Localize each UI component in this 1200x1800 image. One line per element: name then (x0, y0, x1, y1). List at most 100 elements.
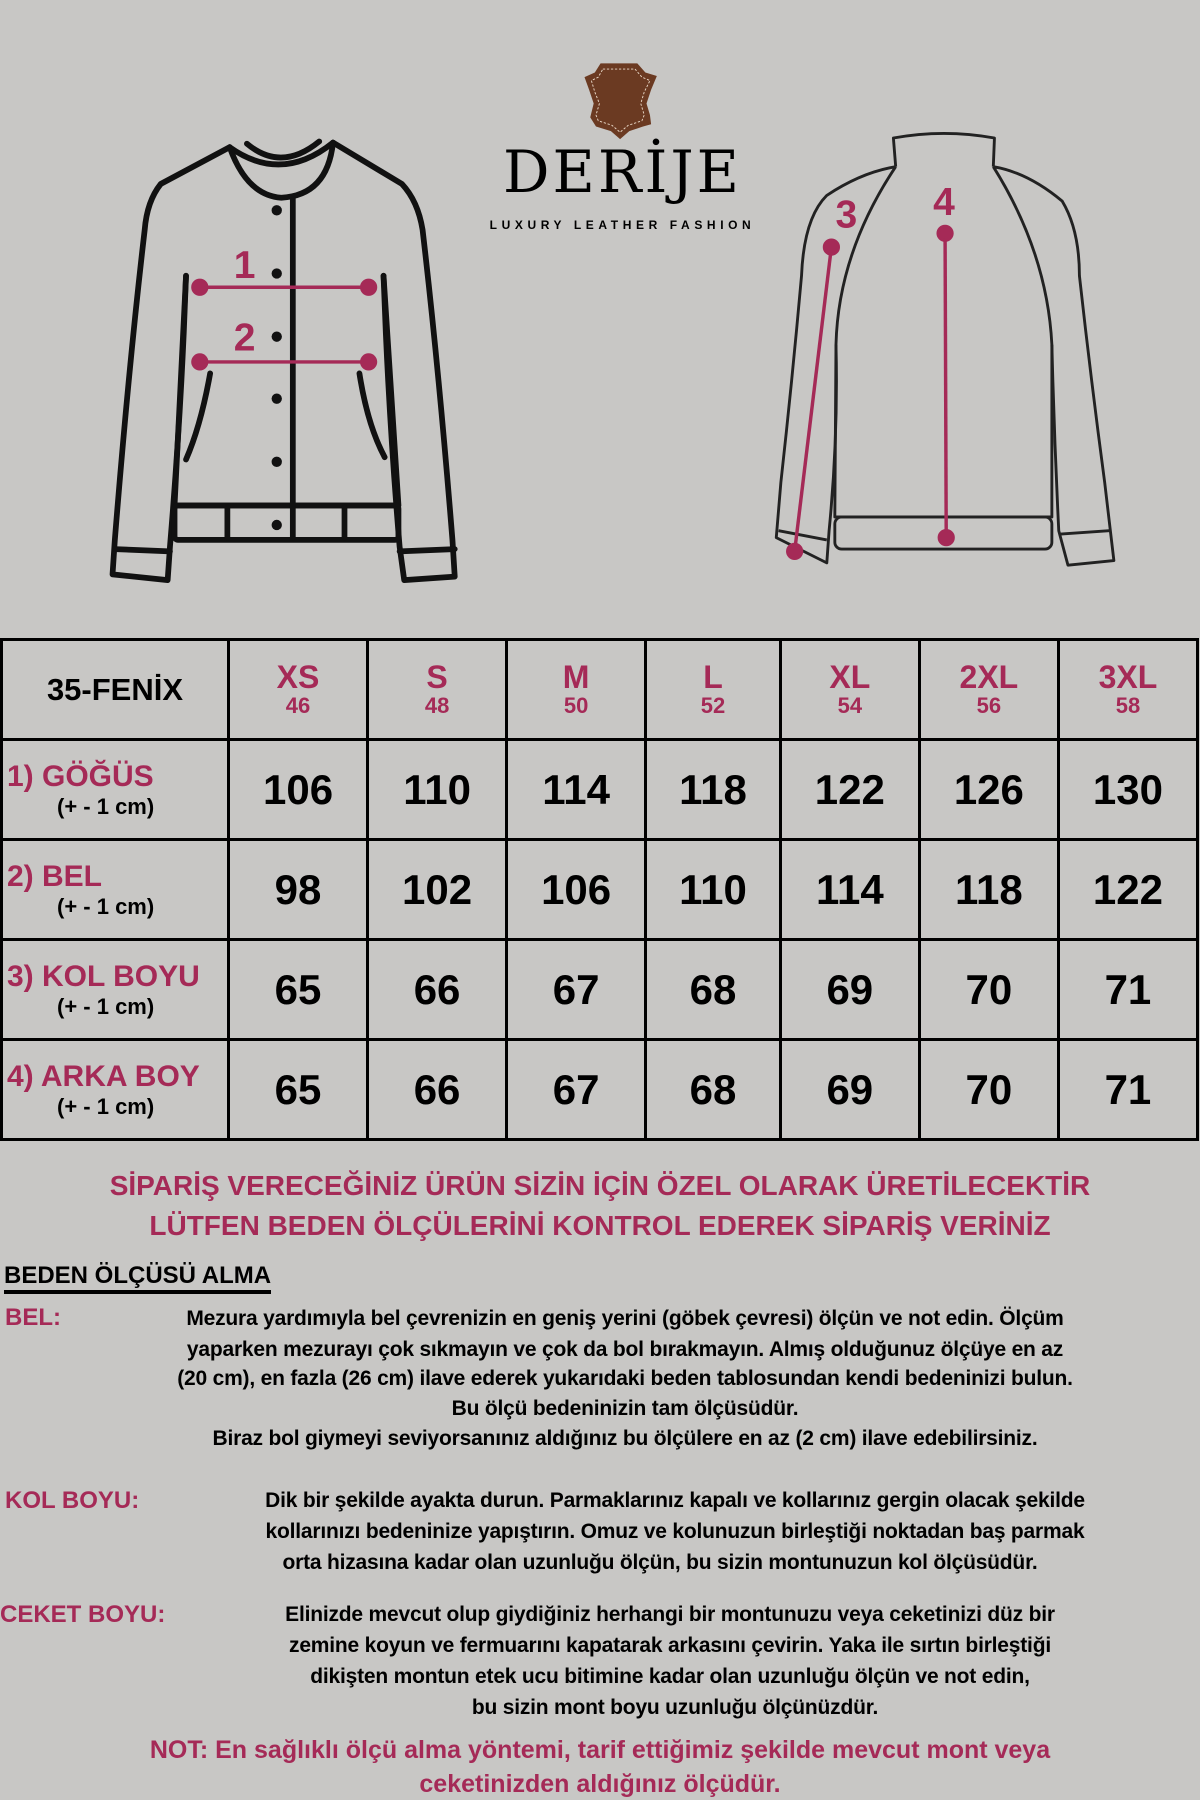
table-cell: 102 (366, 838, 509, 941)
notice-line-2: LÜTFEN BEDEN ÖLÇÜLERİNİ KONTROL EDEREK S… (149, 1210, 1051, 1241)
brand-tagline: LUXURY LEATHER FASHION (489, 218, 756, 232)
table-cell: 106 (505, 838, 648, 941)
bel-label: BEL: (5, 1304, 61, 1331)
table-cell: 69 (778, 938, 921, 1041)
chest-measure-line (191, 278, 378, 296)
ceket-line: dikişten montun etek ucu bitimine kadar … (310, 1665, 1030, 1688)
ceket-boyu-label: CEKET BOYU: (0, 1601, 166, 1628)
table-cell: 106 (226, 738, 370, 841)
row-tolerance: (+ - 1 cm) (57, 993, 155, 1019)
size-label: L (703, 658, 723, 695)
table-cell: 71 (1056, 938, 1200, 1041)
table-cell: 110 (644, 838, 782, 941)
size-label: M (562, 658, 590, 695)
row-tolerance: (+ - 1 cm) (57, 1093, 155, 1119)
bel-line: Bu ölçü bedeninizin tam ölçüsüdür. (451, 1397, 799, 1420)
table-cell: 70 (917, 938, 1060, 1041)
row-label-cell: 4) ARKA BOY (+ - 1 cm) (0, 1038, 230, 1141)
table-cell: 71 (1056, 1038, 1200, 1141)
kol-line: kollarınızı bedeninize yapıştırın. Omuz … (265, 1520, 1085, 1543)
table-cell: 65 (226, 938, 370, 1041)
bel-line: Biraz bol giymeyi seviyorsanınız aldığın… (212, 1427, 1038, 1450)
model-name: 35-FENİX (0, 638, 230, 741)
table-cell: 122 (1056, 838, 1200, 941)
table-cell: 118 (917, 838, 1060, 941)
waist-measure-line (191, 353, 378, 371)
sleeve-measure-line (786, 238, 840, 560)
table-cell: 69 (778, 1038, 921, 1141)
bel-line: Mezura yardımıyla bel çevrenizin en geni… (186, 1307, 1064, 1330)
size-number: 52 (700, 692, 726, 718)
table-cell: 110 (366, 738, 509, 841)
notice-line-1: SİPARİŞ VERECEĞİNİZ ÜRÜN SİZİN İÇİN ÖZEL… (109, 1170, 1091, 1201)
size-number: 50 (563, 692, 589, 718)
size-label: XS (276, 658, 320, 695)
size-header: L 52 (644, 638, 782, 741)
bel-line: (20 cm), en fazla (26 cm) ilave ederek y… (177, 1367, 1073, 1390)
size-header-row: 35-FENİX XS 46 S 48 M 50 L 52 XL 54 2XL 56 3XL… (0, 638, 1200, 741)
size-header: XL 54 (778, 638, 921, 741)
table-cell: 67 (505, 1038, 648, 1141)
size-header: XS 46 (226, 638, 370, 741)
row-label: 3) KOL BOYU (7, 959, 200, 993)
kol-line: Dik bir şekilde ayakta durun. Parmakları… (265, 1489, 1085, 1512)
table-row: 1) GÖĞÜS (+ - 1 cm) 106 110 114 118 122 126 130 (0, 738, 1200, 841)
jacket-diagrams: 1 2 3 4 (109, 63, 1116, 583)
table-cell: 118 (644, 738, 782, 841)
size-label: 3XL (1098, 658, 1158, 695)
size-number: 54 (837, 692, 863, 718)
size-header: S 48 (366, 638, 509, 741)
table-cell: 70 (917, 1038, 1060, 1141)
back-jacket-drawing (774, 131, 1116, 567)
row-tolerance: (+ - 1 cm) (57, 893, 155, 919)
size-table: 35-FENİX XS 46 S 48 M 50 L 52 XL 54 2XL 56 3XL… (0, 638, 1200, 1141)
label-2: 2 (234, 316, 256, 359)
table-cell: 114 (778, 838, 921, 941)
front-jacket-drawing (109, 138, 458, 583)
row-label: 4) ARKA BOY (7, 1059, 200, 1093)
bel-line: yaparken mezurayı çok sıkmayın ve çok da… (186, 1338, 1064, 1361)
table-cell: 130 (1056, 738, 1200, 841)
size-header: M 50 (505, 638, 648, 741)
note-line-1: NOT: En sağlıklı ölçü alma yöntemi, tari… (149, 1736, 1051, 1764)
size-number: 58 (1115, 692, 1141, 718)
table-cell: 122 (778, 738, 921, 841)
table-row: 3) KOL BOYU (+ - 1 cm) 65 66 67 68 69 70 71 (0, 938, 1200, 1041)
label-1: 1 (234, 244, 256, 287)
brand-name: DERİJE (502, 138, 742, 206)
ceket-line: bu sizin mont boyu uzunluğu ölçünüzdür. (471, 1696, 879, 1719)
table-cell: 66 (366, 1038, 509, 1141)
row-label-cell: 3) KOL BOYU (+ - 1 cm) (0, 938, 230, 1041)
size-header: 3XL 58 (1056, 638, 1200, 741)
size-label: S (426, 658, 448, 695)
label-4: 4 (933, 181, 955, 224)
table-row: 2) BEL (+ - 1 cm) 98 102 106 110 114 118 122 (0, 838, 1200, 941)
table-cell: 68 (644, 1038, 782, 1141)
table-cell: 126 (917, 738, 1060, 841)
size-number: 56 (976, 692, 1002, 718)
table-cell: 65 (226, 1038, 370, 1141)
kol-line: orta hizasına kadar olan uzunluğu ölçün,… (282, 1551, 1038, 1574)
table-row: 4) ARKA BOY (+ - 1 cm) 65 66 67 68 69 70 71 (0, 1038, 1200, 1141)
front-buttons (271, 205, 282, 531)
row-label-cell: 2) BEL (+ - 1 cm) (0, 838, 230, 941)
row-label-cell: 1) GÖĞÜS (+ - 1 cm) (0, 738, 230, 841)
size-label: 2XL (959, 658, 1019, 695)
guide-title: BEDEN ÖLÇÜSÜ ALMA (4, 1262, 272, 1294)
ceket-line: Elinizde mevcut olup giydiğiniz herhangi… (285, 1603, 1055, 1626)
ceket-line: zemine koyun ve fermuarını kapatarak ark… (289, 1634, 1051, 1657)
label-3: 3 (835, 194, 857, 237)
row-label: 2) BEL (7, 859, 103, 893)
table-cell: 66 (366, 938, 509, 1041)
note-line-2: ceketinizden aldığınız ölçüdür. (419, 1770, 781, 1798)
table-cell: 67 (505, 938, 648, 1041)
size-label: XL (829, 658, 871, 695)
size-header: 2XL 56 (917, 638, 1060, 741)
row-label: 1) GÖĞÜS (7, 759, 154, 793)
table-cell: 68 (644, 938, 782, 1041)
size-number: 46 (285, 692, 311, 718)
row-tolerance: (+ - 1 cm) (57, 793, 155, 819)
size-number: 48 (424, 692, 450, 718)
table-cell: 114 (505, 738, 648, 841)
leather-hide-icon (584, 63, 657, 140)
